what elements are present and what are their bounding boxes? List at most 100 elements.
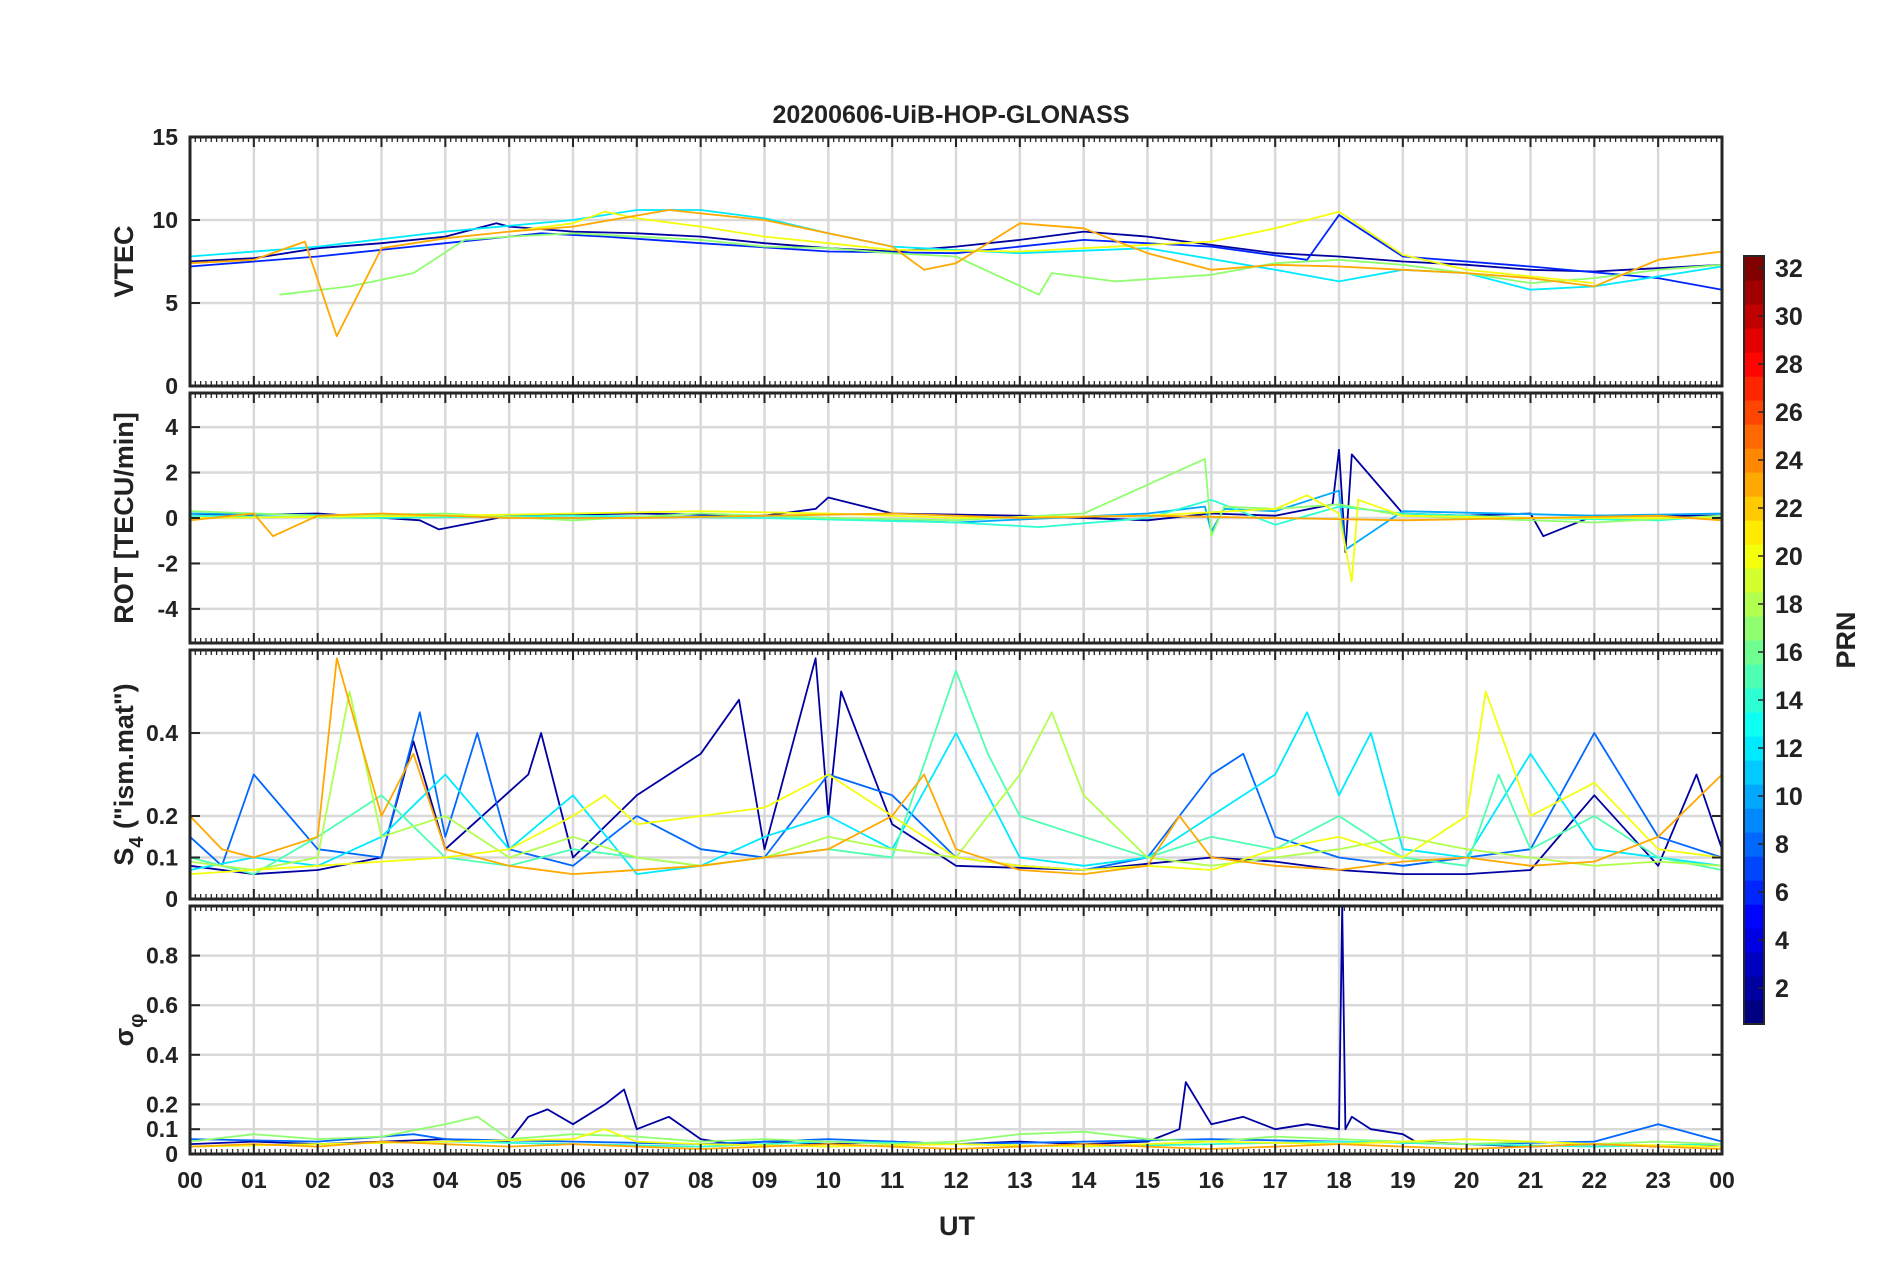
x-tick-label: 20 <box>1454 1167 1480 1193</box>
y-tick-label: 0.8 <box>146 943 178 969</box>
colorbar-segment <box>1744 400 1764 425</box>
series-line-prn-20 <box>189 494 1722 583</box>
x-tick-label: 04 <box>433 1167 459 1193</box>
colorbar-segment <box>1744 880 1764 905</box>
y-tick-label: 0.1 <box>146 1116 178 1142</box>
colorbar-tick-label: 30 <box>1775 303 1803 331</box>
y-axis-label-subscript: 4 <box>126 836 148 848</box>
panel-s4: 0 0.1 0.2 0.4S4 ("ism.mat") <box>109 648 1724 912</box>
y-tick-label: 0 <box>165 373 178 399</box>
colorbar-tick-label: 26 <box>1775 399 1803 427</box>
x-tick-label: 02 <box>305 1167 331 1193</box>
panel-sigma-phi: 00.10.2 0.4 0.6 0.8 σφ 00 01 02 03 04 05 06 07 08 09 10… <box>109 904 1735 1193</box>
colorbar-tick-label: 8 <box>1775 831 1789 859</box>
y-tick-label: 0.6 <box>146 992 178 1018</box>
colorbar-segment <box>1744 448 1764 473</box>
colorbar-segment <box>1744 520 1764 545</box>
series-line-prn-12 <box>189 711 1723 875</box>
panel-sigma-phi-frame <box>188 904 1724 1156</box>
y-tick-label: 0.4 <box>146 1042 178 1068</box>
colorbar-segment <box>1744 376 1764 401</box>
x-tick-label: 18 <box>1326 1167 1352 1193</box>
y-tick-label: 0.2 <box>146 803 178 829</box>
panel-vtec: 0 5 10 15 VTEC <box>109 124 1724 399</box>
y-tick-label: 0 <box>165 1141 178 1167</box>
x-tick-label: 13 <box>1007 1167 1033 1193</box>
colorbar-segment <box>1744 1000 1764 1025</box>
chart-title: 20200606-UiB-HOP-GLONASS <box>772 101 1129 129</box>
y-tick-label: 2 <box>165 460 178 486</box>
y-axis-label-main: σ <box>109 1028 139 1046</box>
y-axis-label: σφ <box>109 1014 148 1047</box>
colorbar-tick-label: 28 <box>1775 351 1803 379</box>
colorbar-label: PRN <box>1831 611 1861 668</box>
colorbar-segment <box>1744 616 1764 641</box>
colorbar-segment <box>1744 904 1764 929</box>
colorbar-segment <box>1744 568 1764 593</box>
y-axis-label: ROT [TECU/min] <box>109 412 139 623</box>
colorbar-segment <box>1744 736 1764 761</box>
x-tick-label: 16 <box>1199 1167 1225 1193</box>
panel-rot-frame <box>188 391 1724 645</box>
colorbar-segment <box>1744 472 1764 497</box>
y-tick-label: 5 <box>165 290 178 316</box>
colorbar-tick-label: 4 <box>1775 927 1789 955</box>
x-tick-label: 06 <box>560 1167 586 1193</box>
colorbar-segment <box>1744 712 1764 737</box>
colorbar-tick-label: 12 <box>1775 735 1803 763</box>
series-line-prn-15 <box>189 669 1723 875</box>
colorbar-tick-label: 6 <box>1775 879 1789 907</box>
y-tick-label: -2 <box>158 550 178 576</box>
colorbar-segment <box>1744 280 1764 305</box>
x-tick-label: 03 <box>369 1167 395 1193</box>
colorbar-tick-label: 2 <box>1775 975 1789 1003</box>
y-axis-label: S4 ("ism.mat") <box>109 683 148 865</box>
y-tick-label: 0.1 <box>146 845 178 871</box>
colorbar-segment <box>1744 784 1764 809</box>
colorbar-segment <box>1744 760 1764 785</box>
y-tick-label: -4 <box>158 596 179 622</box>
series-line-prn-23 <box>189 512 1723 538</box>
colorbar-segment <box>1744 256 1764 281</box>
colorbar-segment <box>1744 424 1764 449</box>
series-line-prn-23 <box>189 209 1723 338</box>
x-tick-label: 00 <box>1709 1167 1735 1193</box>
colorbar-tick-label: 24 <box>1775 447 1803 475</box>
colorbar-segment <box>1744 640 1764 665</box>
x-tick-label: 19 <box>1390 1167 1416 1193</box>
y-tick-label: 0.4 <box>146 720 178 746</box>
x-tick-label: 12 <box>943 1167 969 1193</box>
x-tick-label: 17 <box>1262 1167 1288 1193</box>
x-tick-label: 01 <box>241 1167 267 1193</box>
panel-sigma-phi-grid <box>190 906 1722 1154</box>
y-tick-label: 15 <box>152 124 178 150</box>
y-tick-label: 0 <box>165 886 178 912</box>
panel-rot: -4 -2 0 2 4 ROT [TECU/min] <box>109 391 1724 645</box>
colorbar-segment <box>1744 976 1764 1001</box>
panel-vtec-series <box>189 209 1723 338</box>
colorbar-segment <box>1744 808 1764 833</box>
colorbar-segment <box>1744 352 1764 377</box>
x-tick-label: 14 <box>1071 1167 1097 1193</box>
colorbar-tick-label: 32 <box>1775 255 1803 283</box>
y-axis-label-main: S <box>109 848 139 866</box>
x-tick-label: 15 <box>1135 1167 1161 1193</box>
colorbar-tick-label: 16 <box>1775 639 1803 667</box>
series-line-prn-8 <box>189 711 1723 871</box>
y-axis-label-subscript: φ <box>126 1014 148 1028</box>
y-axis-label: VTEC <box>109 225 139 297</box>
colorbar-segment <box>1744 304 1764 329</box>
colorbar-segment <box>1744 496 1764 521</box>
y-tick-label: 4 <box>165 414 178 440</box>
colorbar-segment <box>1744 664 1764 689</box>
colorbar-tick-label: 20 <box>1775 543 1803 571</box>
panel-vtec-grid <box>190 137 1722 386</box>
x-tick-label: 21 <box>1518 1167 1544 1193</box>
colorbar-tick-label: 22 <box>1775 495 1803 523</box>
series-line-prn-20 <box>189 690 1723 875</box>
x-tick-label: 09 <box>752 1167 778 1193</box>
colorbar-tick-label: 18 <box>1775 591 1803 619</box>
